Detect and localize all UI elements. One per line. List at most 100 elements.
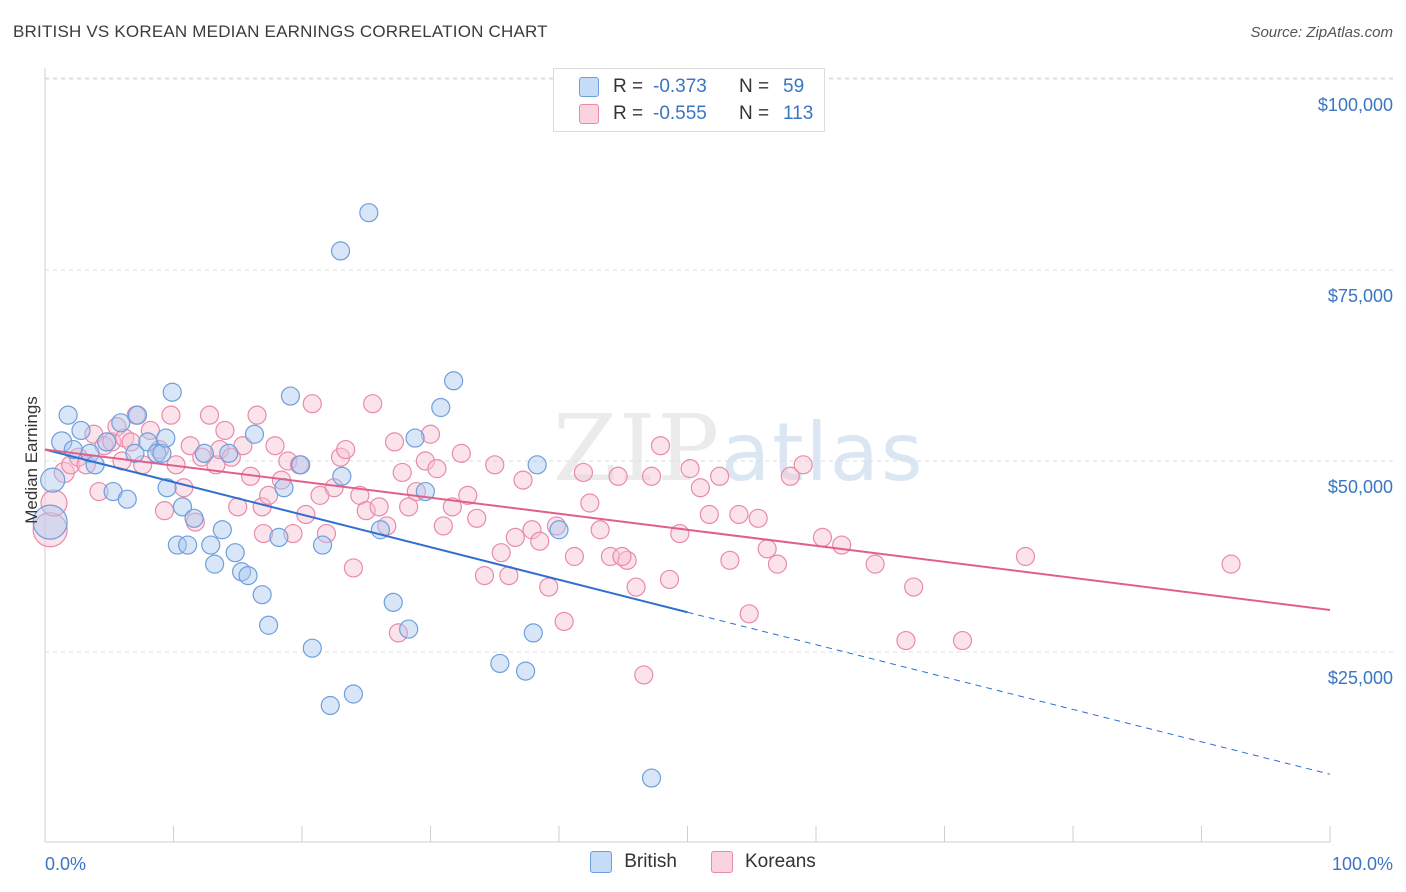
koreans-point — [265, 436, 285, 456]
legend-row-british: R = -0.373 N = 59 — [579, 74, 804, 100]
koreans-point — [720, 550, 740, 570]
koreans-point — [343, 558, 363, 578]
koreans-point — [467, 508, 487, 528]
koreans-swatch — [711, 851, 733, 873]
y-tick-label: $25,000 — [1328, 668, 1393, 688]
british-point — [172, 497, 193, 517]
british-point — [97, 432, 117, 452]
british-point — [244, 424, 265, 444]
koreans-point — [757, 539, 777, 559]
koreans-trend-line — [44, 448, 1331, 611]
british-point — [383, 592, 403, 612]
british-point — [111, 413, 131, 433]
koreans-point — [699, 504, 719, 525]
koreans-point — [199, 405, 220, 425]
koreans-point — [433, 516, 453, 536]
british-point — [162, 382, 182, 402]
koreans-point — [427, 459, 447, 479]
koreans-point — [729, 504, 749, 525]
british-point — [332, 466, 352, 486]
koreans-point — [121, 432, 141, 452]
legend: R = -0.373 N = 59 R = -0.555 N = 113 — [553, 68, 825, 132]
legend-n-label: N = — [739, 103, 770, 124]
koreans-point — [739, 604, 759, 624]
koreans-point — [392, 462, 412, 483]
legend-british-n: 59 — [783, 76, 805, 97]
legend-koreans-r: -0.555 — [653, 103, 707, 124]
koreans-point — [896, 630, 916, 651]
koreans-point — [161, 405, 181, 425]
koreans-point — [89, 481, 109, 502]
koreans-point — [505, 527, 525, 548]
koreans-point — [296, 504, 316, 525]
british-point — [549, 520, 569, 540]
koreans-point — [253, 523, 274, 544]
x-tick-label: 100.0% — [1332, 854, 1393, 874]
koreans-point — [608, 466, 628, 486]
koreans-point — [442, 497, 462, 517]
british-points — [32, 203, 662, 788]
british-point — [125, 443, 145, 463]
koreans-points — [32, 394, 1241, 685]
bottom-legend-british: British — [590, 851, 677, 873]
koreans-point — [641, 466, 662, 486]
british-point — [280, 386, 301, 406]
trend-lines — [44, 448, 1331, 775]
koreans-point — [659, 569, 680, 590]
y-tick-label: $100,000 — [1318, 95, 1393, 115]
axes — [44, 68, 1331, 843]
british-trend-line — [44, 448, 688, 614]
koreans-point — [363, 394, 383, 414]
british-point — [359, 203, 379, 223]
british-point — [194, 443, 214, 463]
british-point — [178, 535, 198, 555]
bottom-legend: British Koreans — [0, 851, 1406, 873]
koreans-point — [40, 489, 68, 517]
british-point — [490, 653, 510, 674]
koreans-point — [107, 417, 127, 437]
koreans-point — [590, 520, 610, 540]
british-point — [330, 241, 351, 261]
british-swatch — [579, 77, 599, 97]
y-tick-label: $75,000 — [1328, 286, 1393, 306]
legend-british-r: -0.373 — [653, 76, 707, 97]
koreans-point — [140, 420, 160, 441]
british-point — [515, 661, 536, 681]
british-point — [219, 443, 239, 463]
koreans-point — [612, 546, 632, 567]
y-axis-title: Median Earnings — [22, 396, 41, 524]
koreans-point — [384, 432, 405, 452]
koreans-point — [626, 577, 646, 597]
british-point — [205, 554, 225, 574]
koreans-point — [710, 466, 730, 486]
koreans-point — [154, 501, 175, 521]
british-point — [32, 504, 68, 540]
koreans-point — [650, 436, 671, 456]
british-point — [71, 420, 91, 441]
british-point — [40, 467, 66, 493]
koreans-swatch — [579, 104, 599, 124]
koreans-point — [680, 459, 700, 479]
british-point — [127, 405, 148, 425]
koreans-point — [904, 577, 924, 597]
koreans-point — [564, 546, 585, 567]
koreans-point — [102, 432, 122, 452]
koreans-point — [215, 420, 235, 441]
british-point — [147, 443, 167, 463]
british-point — [405, 428, 425, 448]
koreans-point — [420, 424, 441, 444]
koreans-point — [748, 508, 768, 528]
british-point — [641, 768, 662, 788]
british-point — [291, 455, 311, 475]
british-point — [312, 535, 333, 555]
koreans-point — [458, 485, 478, 505]
koreans-point — [952, 630, 973, 651]
british-point — [274, 478, 294, 498]
british-trend-extension — [687, 611, 1331, 775]
british-point — [431, 397, 451, 418]
koreans-point — [302, 394, 322, 414]
british-point — [117, 489, 137, 509]
tick-labels: $25,000 $50,000 $75,000 $100,000 Median Earn… — [22, 95, 1393, 874]
chart-title: BRITISH VS KOREAN MEDIAN EARNINGS CORREL… — [13, 22, 548, 41]
british-point — [152, 443, 172, 463]
